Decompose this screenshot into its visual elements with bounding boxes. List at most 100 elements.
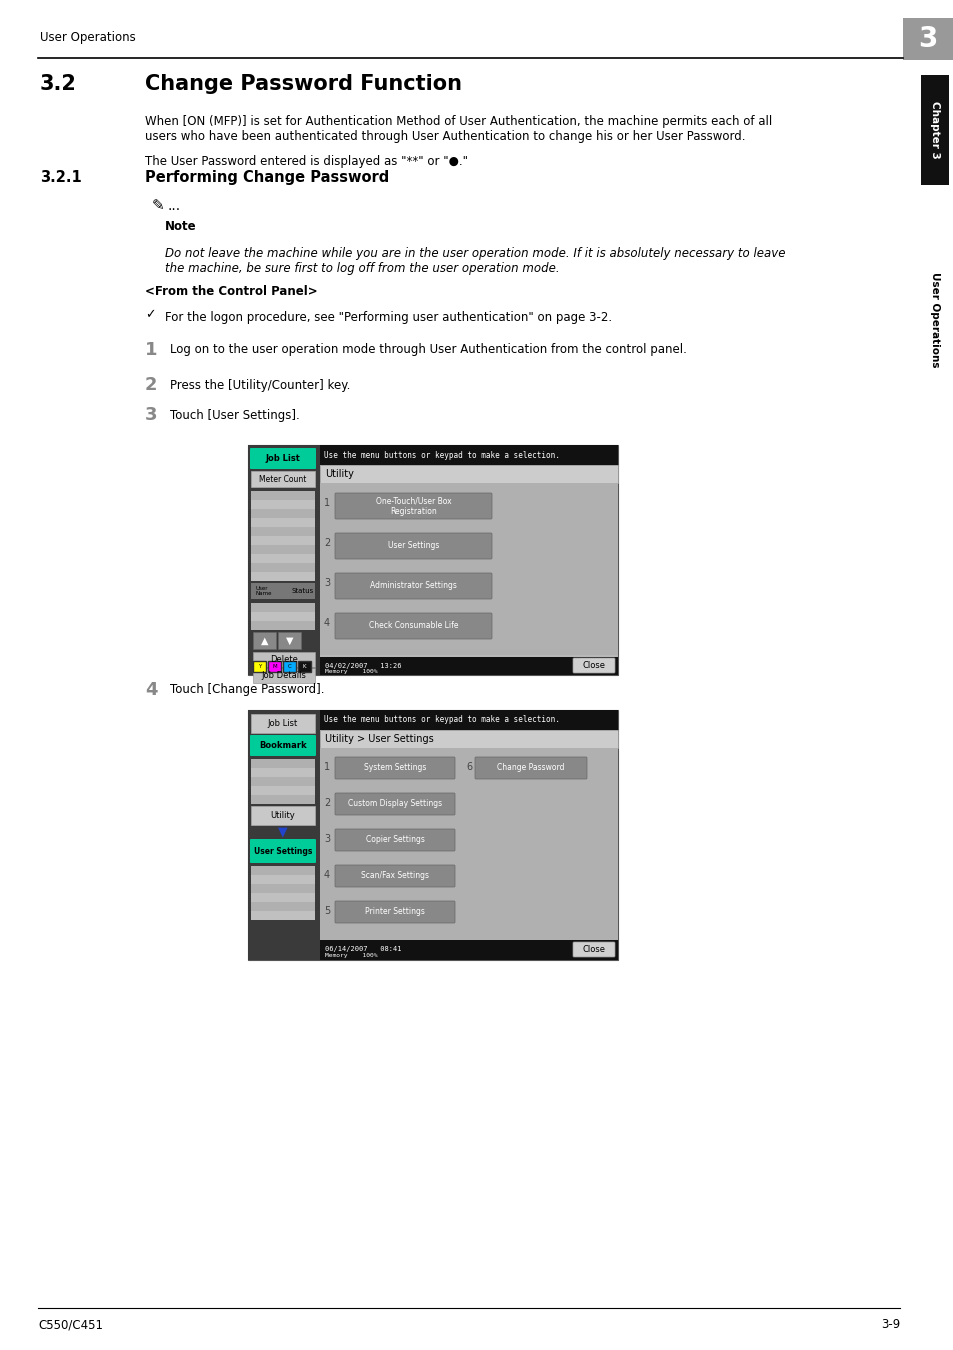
Bar — [319, 940, 618, 960]
Text: 3: 3 — [324, 834, 330, 844]
Text: 3: 3 — [324, 578, 330, 589]
Text: 1: 1 — [324, 498, 330, 508]
Text: 4: 4 — [324, 618, 330, 628]
Bar — [319, 483, 618, 655]
Text: 06/14/2007   08:41: 06/14/2007 08:41 — [325, 946, 401, 952]
Text: For the logon procedure, see "Performing user authentication" on page 3-2.: For the logon procedure, see "Performing… — [165, 312, 612, 324]
FancyBboxPatch shape — [475, 757, 586, 779]
Bar — [251, 509, 314, 518]
Text: Check Consumable Life: Check Consumable Life — [369, 621, 457, 630]
Text: 3: 3 — [918, 26, 937, 53]
Text: Change Password: Change Password — [497, 764, 564, 772]
FancyBboxPatch shape — [335, 757, 455, 779]
Text: 2: 2 — [324, 539, 330, 548]
Text: Scan/Fax Settings: Scan/Fax Settings — [360, 872, 429, 880]
Text: 3-9: 3-9 — [880, 1319, 899, 1331]
Text: ▲: ▲ — [260, 636, 268, 645]
Bar — [251, 795, 314, 805]
Text: When [ON (MFP)] is set for Authentication Method of User Authentication, the mac: When [ON (MFP)] is set for Authenticatio… — [145, 115, 771, 128]
Text: C550/C451: C550/C451 — [38, 1319, 103, 1331]
Bar — [251, 583, 314, 599]
Text: 3: 3 — [145, 406, 157, 424]
Text: Note: Note — [165, 220, 196, 234]
Text: 4: 4 — [145, 680, 157, 699]
Bar — [251, 612, 314, 621]
Text: System Settings: System Settings — [363, 764, 426, 772]
Bar — [251, 778, 314, 786]
Bar — [920, 76, 948, 185]
Bar — [251, 759, 314, 768]
Bar — [319, 446, 618, 675]
FancyBboxPatch shape — [335, 900, 455, 923]
Text: Utility: Utility — [325, 468, 354, 479]
Bar — [251, 902, 314, 911]
Bar — [283, 662, 295, 672]
Bar — [251, 884, 314, 892]
FancyBboxPatch shape — [253, 668, 314, 683]
Text: User Operations: User Operations — [929, 273, 939, 367]
Bar — [248, 446, 319, 675]
Bar — [251, 536, 314, 545]
Bar — [319, 464, 618, 483]
FancyBboxPatch shape — [251, 714, 314, 733]
Text: <From the Control Panel>: <From the Control Panel> — [145, 285, 317, 298]
FancyBboxPatch shape — [253, 632, 275, 649]
Text: 4: 4 — [324, 869, 330, 880]
Bar — [268, 662, 281, 672]
Bar — [319, 710, 618, 730]
Bar — [251, 500, 314, 509]
Text: Job List: Job List — [265, 454, 300, 463]
Text: ✎: ✎ — [152, 198, 165, 213]
FancyBboxPatch shape — [573, 942, 615, 957]
Bar — [251, 621, 314, 630]
Bar — [251, 572, 314, 580]
Bar — [251, 892, 314, 902]
Bar — [251, 865, 314, 875]
Text: Utility: Utility — [271, 811, 295, 819]
FancyBboxPatch shape — [335, 533, 492, 559]
Text: users who have been authenticated through User Authentication to change his or h: users who have been authenticated throug… — [145, 130, 744, 143]
Text: Close: Close — [582, 662, 605, 670]
FancyBboxPatch shape — [250, 838, 315, 863]
Text: Utility > User Settings: Utility > User Settings — [325, 734, 434, 744]
Bar — [251, 545, 314, 554]
Bar — [319, 710, 618, 960]
Bar — [251, 518, 314, 526]
Bar — [248, 446, 618, 675]
Bar — [902, 18, 953, 59]
Bar — [253, 662, 266, 672]
Bar — [251, 491, 314, 500]
FancyBboxPatch shape — [335, 493, 492, 518]
FancyBboxPatch shape — [573, 657, 615, 674]
Text: Copier Settings: Copier Settings — [365, 836, 424, 845]
Text: Meter Count: Meter Count — [259, 474, 306, 483]
Text: Performing Change Password: Performing Change Password — [145, 170, 389, 185]
Text: Press the [Utility/Counter] key.: Press the [Utility/Counter] key. — [170, 378, 350, 392]
Bar — [319, 446, 618, 464]
Text: Close: Close — [582, 945, 605, 954]
Bar — [251, 554, 314, 563]
Bar — [251, 603, 314, 612]
Text: Touch [Change Password].: Touch [Change Password]. — [170, 683, 324, 697]
Text: 3.2.1: 3.2.1 — [40, 170, 82, 185]
Text: 2: 2 — [145, 377, 157, 394]
Text: Chapter 3: Chapter 3 — [929, 101, 939, 159]
Text: the machine, be sure first to log off from the user operation mode.: the machine, be sure first to log off fr… — [165, 262, 559, 275]
FancyBboxPatch shape — [335, 613, 492, 639]
FancyBboxPatch shape — [335, 572, 492, 599]
Bar — [248, 710, 618, 960]
Bar — [251, 786, 314, 795]
FancyBboxPatch shape — [335, 865, 455, 887]
FancyBboxPatch shape — [250, 448, 315, 468]
Text: ▼: ▼ — [278, 825, 288, 838]
Text: ...: ... — [168, 198, 181, 213]
Text: 5: 5 — [324, 906, 330, 917]
Bar — [251, 768, 314, 778]
FancyBboxPatch shape — [277, 632, 301, 649]
Text: The User Password entered is displayed as "**" or "●.": The User Password entered is displayed a… — [145, 155, 468, 167]
Text: Log on to the user operation mode through User Authentication from the control p: Log on to the user operation mode throug… — [170, 343, 686, 356]
Text: 1: 1 — [324, 761, 330, 772]
Bar — [251, 526, 314, 536]
Text: Change Password Function: Change Password Function — [145, 74, 461, 94]
Text: 3.2: 3.2 — [40, 74, 77, 94]
